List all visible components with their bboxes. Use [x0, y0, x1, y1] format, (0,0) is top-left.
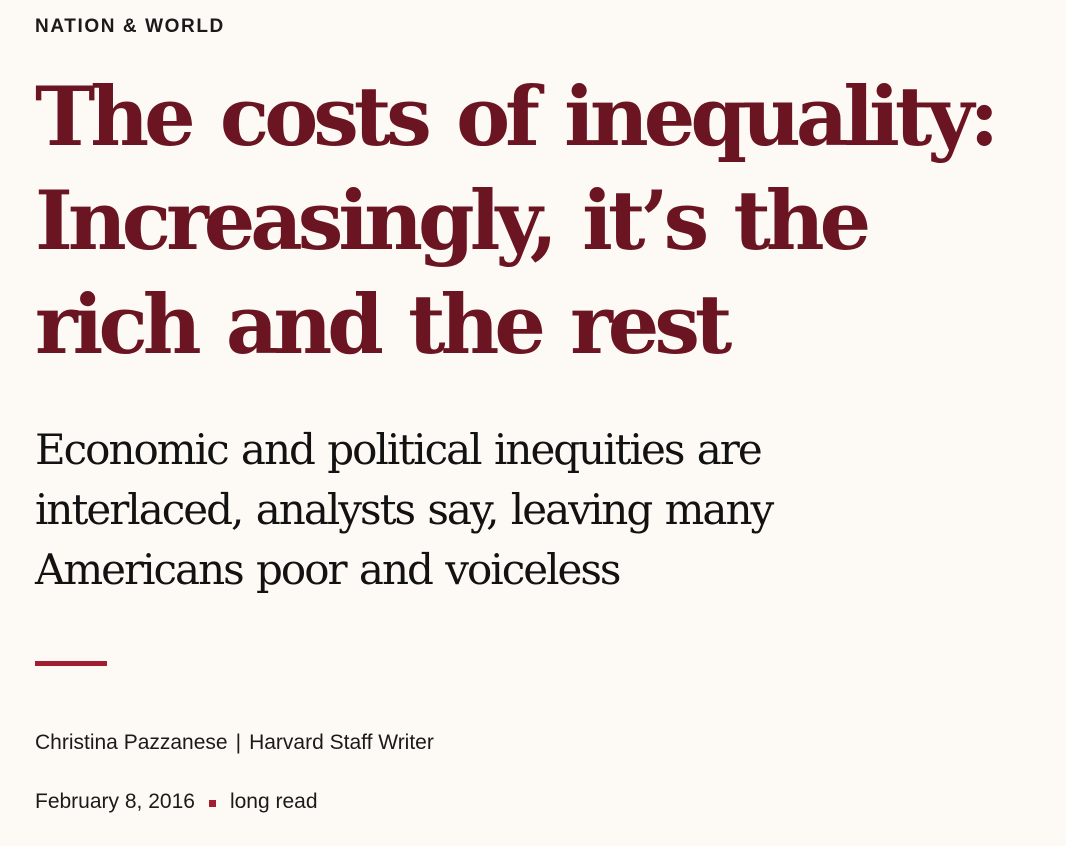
- headline: The costs of inequality: Increasingly, i…: [35, 70, 999, 373]
- publish-date: February 8, 2016: [35, 790, 195, 813]
- read-type-label: long read: [229, 790, 318, 813]
- author-role: Harvard Staff Writer: [249, 731, 434, 754]
- byline-separator: |: [235, 731, 242, 754]
- section-link[interactable]: NATION & WORLD: [35, 16, 225, 37]
- square-bullet-icon: [208, 799, 216, 807]
- divider-bar: [35, 661, 107, 666]
- subheadline: Economic and political inequities are in…: [35, 425, 774, 594]
- article-meta: February 8, 2016 long read: [35, 790, 318, 814]
- byline: Christina Pazzanese | Harvard Staff Writer: [35, 731, 434, 755]
- author-name[interactable]: Christina Pazzanese: [35, 731, 228, 754]
